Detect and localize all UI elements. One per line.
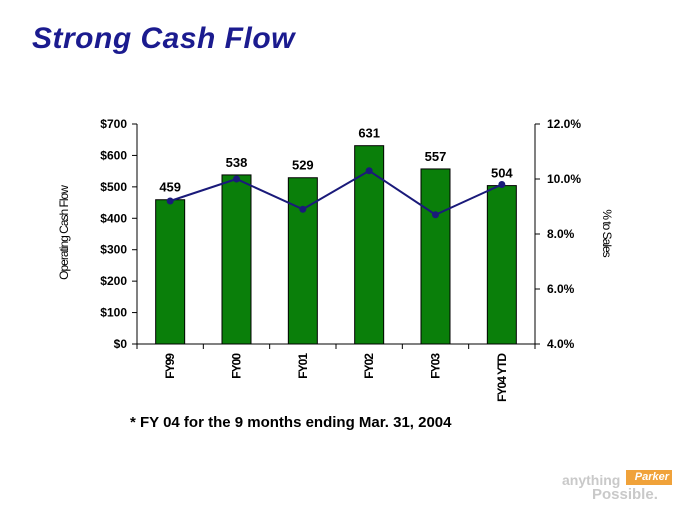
logo-brand: Parker <box>626 470 672 485</box>
bar <box>354 145 385 345</box>
left-tick-label: $500 <box>100 180 127 194</box>
left-tick-label: $400 <box>100 211 127 225</box>
bar <box>420 168 451 345</box>
bar <box>221 174 252 345</box>
x-category-label: FY99 <box>163 353 177 379</box>
x-category-label: FY04 YTD <box>495 353 509 402</box>
footnote: * FY 04 for the 9 months ending Mar. 31,… <box>130 414 452 431</box>
left-tick-label: $100 <box>100 306 127 320</box>
left-tick-label: $0 <box>114 337 128 351</box>
bar <box>155 199 186 345</box>
left-tick-label: $700 <box>100 117 127 131</box>
bar-data-label: 557 <box>425 149 447 164</box>
right-tick-label: 12.0% <box>547 117 581 131</box>
line-point <box>432 211 439 219</box>
left-tick-label: $200 <box>100 274 127 288</box>
logo-text-possible: Possible. <box>592 486 658 503</box>
line-point <box>365 167 373 175</box>
logo-text-anything: anything <box>562 472 621 488</box>
right-tick-label: 6.0% <box>547 282 575 296</box>
left-tick-label: $600 <box>100 148 127 162</box>
bar-data-label: 538 <box>226 155 248 170</box>
line-point <box>498 181 506 188</box>
line-point <box>299 205 307 213</box>
left-axis-title: Operating Cash Flow <box>57 185 71 280</box>
x-category-label: FY03 <box>429 353 443 379</box>
page-title: Strong Cash Flow <box>32 22 295 55</box>
x-category-label: FY01 <box>296 353 310 379</box>
line-point <box>233 175 240 183</box>
x-category-label: FY02 <box>362 353 376 379</box>
right-tick-label: 8.0% <box>547 227 575 241</box>
right-tick-label: 10.0% <box>547 172 581 186</box>
left-tick-label: $300 <box>100 243 127 257</box>
right-axis-title: % to Sales <box>600 209 614 257</box>
bar-data-label: 504 <box>491 166 513 181</box>
percent-to-sales-line <box>169 169 503 216</box>
bar-data-label: 529 <box>292 158 314 173</box>
bar <box>486 185 517 345</box>
right-tick-label: 4.0% <box>547 337 575 351</box>
x-category-label: FY00 <box>230 353 244 379</box>
parker-logo: anything Parker Possible. <box>562 470 674 506</box>
line-point <box>166 197 174 205</box>
bar-data-label: 631 <box>358 126 380 141</box>
bar-data-label: 459 <box>159 180 181 195</box>
